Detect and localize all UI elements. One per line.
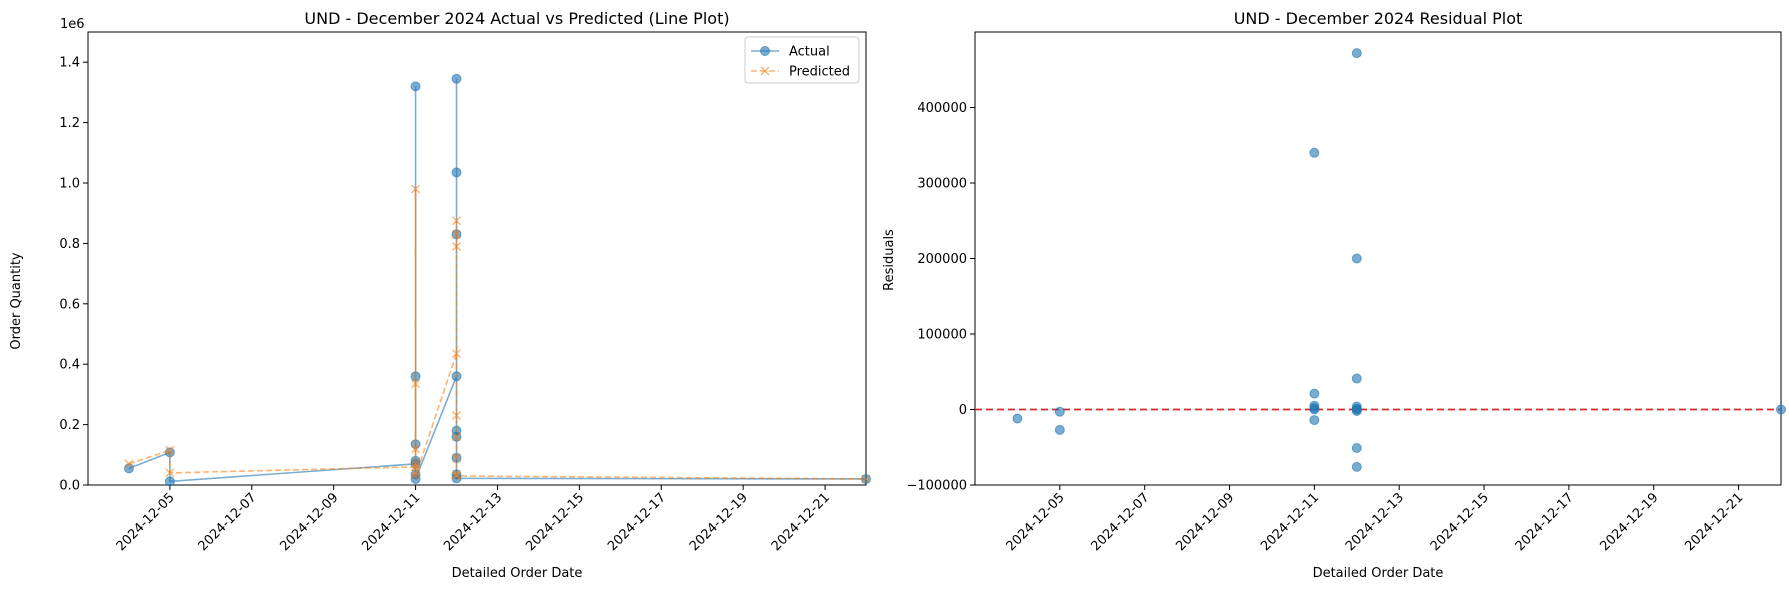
predicted-point (165, 468, 175, 478)
x-tick-label: 2024-12-07 (196, 490, 260, 554)
actual-point (123, 463, 134, 474)
y-axis-label: Order Quantity (9, 252, 24, 350)
x-tick-label: 2024-12-13 (1343, 490, 1407, 554)
x-tick-label: 2024-12-15 (1428, 490, 1492, 554)
predicted-point (452, 229, 462, 239)
x-tick-label: 2024-12-05 (114, 490, 178, 554)
y-offset-label: 1e6 (60, 17, 85, 32)
x-tick-label: 2024-12-11 (359, 490, 423, 554)
axes: 2024-12-05 2024-12-07 2024-12-09 2024-12-11… (906, 101, 1746, 554)
predicted-point (411, 444, 421, 454)
predicted-point (411, 468, 421, 478)
plot-frame (974, 31, 1782, 486)
residual-point (1351, 406, 1362, 417)
x-tick-label: 2024-12-11 (1258, 490, 1322, 554)
actual-point (451, 73, 462, 84)
predicted-point (452, 349, 462, 359)
residual-point (1309, 404, 1320, 415)
predicted-point (861, 474, 871, 484)
x-tick-label: 2024-12-07 (1088, 490, 1152, 554)
predicted-point (452, 471, 462, 481)
legend-label: Predicted (789, 65, 850, 80)
y-tick-label: −100000 (906, 479, 967, 494)
residual-point (1054, 424, 1065, 435)
chart-title: UND - December 2024 Actual vs Predicted … (304, 9, 729, 28)
y-axis-label: Residuals (882, 229, 897, 291)
x-axis-label: Detailed Order Date (452, 566, 583, 581)
y-tick-label: 1.4 (59, 56, 80, 71)
residual-point (1351, 443, 1362, 454)
plot-area (87, 31, 867, 486)
predicted-point (165, 445, 175, 455)
y-tick-label: 300000 (917, 177, 967, 192)
predicted-point (452, 411, 462, 421)
x-tick-label: 2024-12-21 (769, 490, 833, 554)
plot-frame (87, 31, 867, 486)
residual-point (1012, 413, 1023, 424)
y-tick-label: 0 (959, 403, 967, 418)
legend-marker (760, 46, 770, 56)
x-tick-label: 2024-12-19 (1598, 490, 1662, 554)
predicted-point (411, 471, 421, 481)
x-axis-label: Detailed Order Date (1313, 566, 1444, 581)
predicted-point (124, 459, 134, 469)
legend-marker (760, 66, 770, 76)
plot-area (974, 31, 1782, 486)
residual-point (1776, 404, 1786, 415)
x-tick-label: 2024-12-13 (441, 490, 505, 554)
y-tick-label: 200000 (917, 252, 967, 267)
x-tick-label: 2024-12-15 (523, 490, 587, 554)
y-tick-label: 400000 (917, 101, 967, 116)
points-layer (975, 48, 1786, 472)
residual-chart: UND - December 2024 Residual Plot Detail… (882, 9, 1786, 581)
actual-point (451, 167, 462, 178)
y-tick-label: 0.2 (59, 418, 80, 433)
predicted-point (452, 469, 462, 479)
x-tick-label: 2024-12-19 (687, 490, 751, 554)
predicted-point (452, 432, 462, 442)
x-tick-label: 2024-12-21 (1682, 490, 1746, 554)
y-tick-label: 0.8 (59, 237, 80, 252)
residual-point (1351, 461, 1362, 472)
x-tick-label: 2024-12-17 (605, 490, 669, 554)
x-tick-label: 2024-12-09 (1173, 490, 1237, 554)
actual-point (164, 476, 175, 487)
y-tick-label: 100000 (917, 328, 967, 343)
x-tick-label: 2024-12-09 (277, 490, 341, 554)
predicted-point (452, 453, 462, 463)
legend: Actual Predicted (744, 36, 860, 84)
predicted-point (411, 379, 421, 389)
y-tick-label: 1.2 (59, 116, 80, 131)
residual-point (1309, 388, 1320, 399)
residual-point (1351, 373, 1362, 384)
residual-point (1309, 415, 1320, 426)
residual-point (1054, 406, 1065, 417)
y-tick-label: 0.4 (59, 358, 80, 373)
legend-label: Actual (789, 45, 830, 60)
actual-point (410, 81, 421, 92)
residual-point (1351, 48, 1362, 59)
predicted-point (411, 184, 421, 194)
y-tick-label: 0.0 (59, 479, 80, 494)
chart-title: UND - December 2024 Residual Plot (1234, 9, 1523, 28)
residual-point (1309, 147, 1320, 158)
y-tick-label: 0.6 (59, 297, 80, 312)
y-tick-label: 1.0 (59, 177, 80, 192)
predicted-point (452, 216, 462, 226)
x-tick-label: 2024-12-17 (1513, 490, 1577, 554)
x-tick-label: 2024-12-05 (1004, 490, 1068, 554)
series-layer (123, 73, 871, 487)
residual-point (1351, 253, 1362, 264)
predicted-point (411, 459, 421, 469)
actual-vs-predicted-chart: UND - December 2024 Actual vs Predicted … (9, 9, 871, 581)
predicted-point (452, 241, 462, 251)
series-line-predicted (128, 189, 867, 480)
series-line-actual (128, 78, 867, 483)
